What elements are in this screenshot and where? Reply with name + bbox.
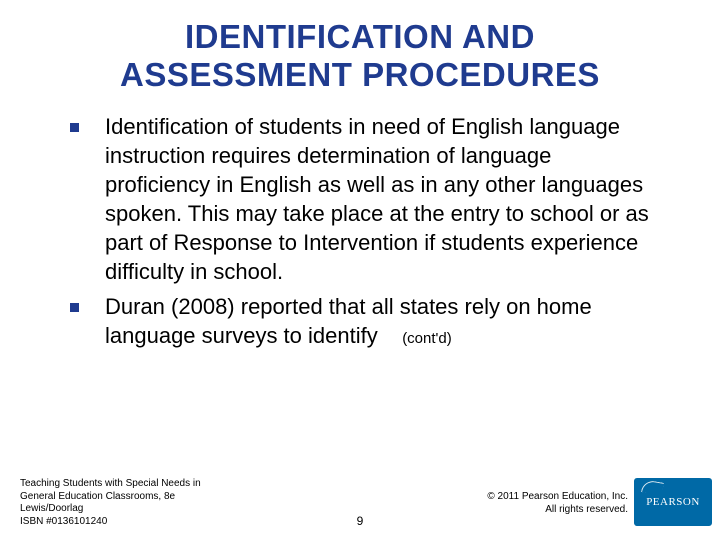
title-line-2: ASSESSMENT PROCEDURES (120, 56, 600, 93)
title-line-1: IDENTIFICATION AND (185, 18, 535, 55)
slide-footer: Teaching Students with Special Needs in … (0, 464, 720, 534)
slide-body: Identification of students in need of En… (0, 94, 720, 350)
footer-left: Teaching Students with Special Needs in … (20, 478, 201, 528)
bullet-text: Duran (2008) reported that all states re… (105, 292, 660, 350)
bullet-main-text: Duran (2008) reported that all states re… (105, 294, 592, 348)
slide: IDENTIFICATION AND ASSESSMENT PROCEDURES… (0, 0, 720, 540)
footer-left-line: ISBN #0136101240 (20, 516, 107, 527)
footer-left-line: Lewis/Doorlag (20, 503, 83, 514)
footer-right-line: All rights reserved. (545, 504, 628, 515)
footer-right-line: © 2011 Pearson Education, Inc. (487, 491, 628, 502)
square-bullet-icon (70, 303, 79, 312)
pearson-logo: PEARSON (634, 478, 712, 526)
continued-marker: (cont'd) (402, 330, 452, 347)
bullet-item: Identification of students in need of En… (60, 112, 660, 286)
footer-left-line: General Education Classrooms, 8e (20, 491, 175, 502)
logo-arc-icon (641, 479, 664, 495)
bullet-text: Identification of students in need of En… (105, 112, 660, 286)
slide-title: IDENTIFICATION AND ASSESSMENT PROCEDURES (0, 0, 720, 94)
footer-right: © 2011 Pearson Education, Inc. All right… (487, 491, 628, 516)
bullet-item: Duran (2008) reported that all states re… (60, 292, 660, 350)
logo-text: PEARSON (646, 496, 700, 508)
square-bullet-icon (70, 123, 79, 132)
page-number: 9 (357, 514, 364, 528)
footer-left-line: Teaching Students with Special Needs in (20, 478, 201, 489)
